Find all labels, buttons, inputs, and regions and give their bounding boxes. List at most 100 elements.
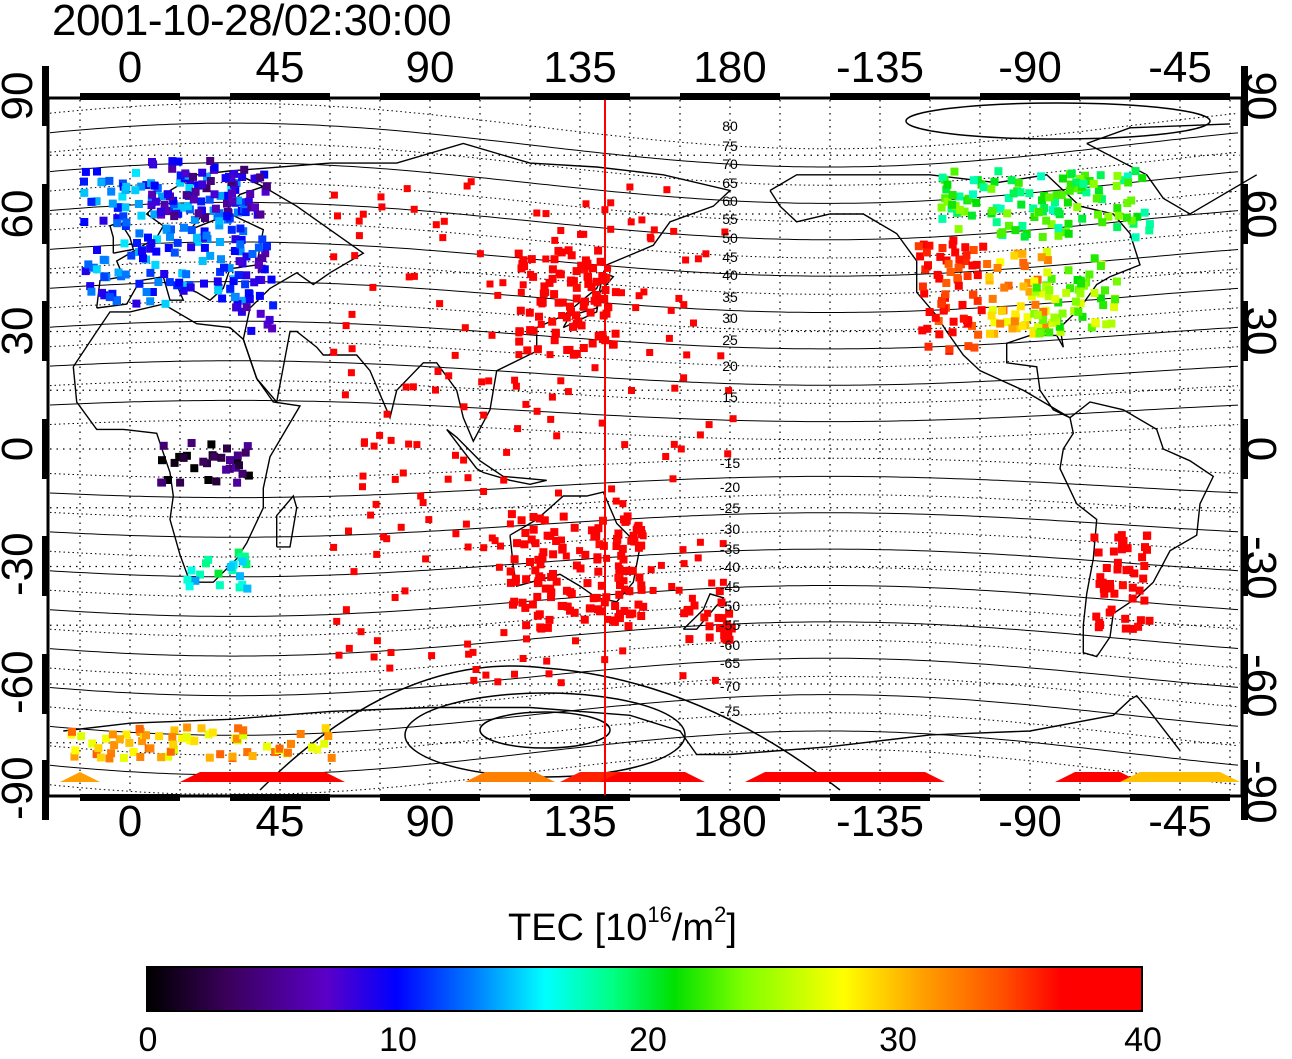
tec-cell: [187, 243, 196, 252]
tec-cell: [321, 724, 330, 733]
tec-cell: [604, 303, 613, 312]
tec-cell: [1140, 596, 1149, 605]
tec-cell: [1133, 212, 1142, 221]
mag-lat-contour: [49, 621, 1239, 657]
tec-cell: [167, 225, 175, 234]
contour-label: -30: [720, 521, 740, 537]
contour-label: 65: [722, 175, 738, 191]
tec-cell: [113, 203, 122, 212]
tec-cell: [671, 384, 679, 392]
tec-cell: [208, 728, 217, 737]
tec-cell: [961, 257, 970, 265]
tec-cell: [968, 321, 976, 330]
tec-cell: [129, 748, 138, 756]
tec-cell: [135, 229, 144, 238]
tec-cell: [1020, 232, 1029, 241]
tec-cell: [938, 244, 947, 252]
tec-cell: [985, 273, 994, 282]
tec-cell: [1037, 253, 1046, 262]
tec-cell: [223, 444, 231, 453]
tec-cell: [383, 410, 391, 418]
bottom-lon-tick-label: 45: [255, 797, 305, 846]
tec-cell: [226, 284, 235, 293]
tec-cell: [1078, 214, 1087, 223]
tec-cell: [480, 544, 488, 552]
mag-lat-contour: [49, 380, 1239, 404]
tec-cell: [933, 270, 942, 279]
tec-cell: [239, 731, 248, 740]
tec-cell: [235, 257, 244, 266]
tec-cell: [217, 255, 225, 264]
tec-cell: [189, 172, 197, 181]
tec-cell: [215, 581, 224, 590]
tec-cell: [1054, 207, 1063, 216]
tec-cell: [403, 185, 411, 193]
tec-cell: [239, 198, 247, 207]
tec-cell: [283, 748, 292, 757]
tec-cell: [373, 550, 381, 558]
tec-cell: [1138, 553, 1147, 562]
tec-cell: [238, 173, 247, 181]
tec-cell: [1054, 224, 1063, 233]
tec-cell: [1031, 287, 1040, 296]
tec-cell: [954, 225, 963, 234]
tec-cell: [1072, 178, 1081, 187]
tec-cell: [216, 267, 225, 276]
tec-cell: [200, 243, 209, 252]
tec-cell: [515, 329, 523, 337]
tec-cell: [1102, 320, 1111, 329]
tec-cell: [260, 170, 269, 179]
tec-cell: [147, 201, 156, 210]
tec-cell: [969, 176, 978, 185]
tec-cell: [614, 613, 622, 621]
tec-cell: [440, 217, 448, 225]
tec-cell: [640, 288, 648, 296]
tec-cell: [542, 255, 550, 263]
tec-cell: [986, 329, 994, 338]
tec-cell: [620, 607, 629, 615]
tec-cell: [138, 737, 147, 746]
tec-cell: [132, 168, 140, 177]
tec-cell: [107, 187, 116, 196]
tec-cell: [480, 411, 488, 419]
tec-cell: [494, 291, 502, 299]
tec-cell: [1096, 621, 1105, 629]
tec-cell: [535, 312, 543, 321]
tec-cell: [567, 276, 576, 285]
tec-cell: [619, 555, 628, 564]
tec-cell: [202, 559, 210, 568]
tec-cell: [153, 235, 161, 244]
tec-cell: [267, 275, 276, 284]
tec-cell: [719, 578, 727, 586]
tec-cell: [341, 391, 349, 399]
tec-cell: [1062, 288, 1071, 297]
tec-cell: [428, 652, 436, 660]
tec-cell: [113, 219, 122, 228]
tec-cell: [1011, 226, 1020, 235]
tec-cell: [1057, 191, 1066, 199]
tec-cell: [1040, 204, 1049, 212]
tec-cell: [231, 235, 240, 244]
tec-cell: [1107, 319, 1116, 328]
tec-cell: [216, 191, 225, 200]
tec-cell: [627, 536, 636, 545]
tec-cell: [187, 226, 196, 235]
tec-cell: [351, 252, 359, 260]
tec-cell: [514, 425, 522, 433]
tec-cell: [526, 558, 534, 566]
magnetic-latitude-contours: [49, 102, 1239, 795]
tec-cell: [951, 248, 960, 257]
tec-cell: [102, 734, 110, 743]
tec-cell: [215, 209, 224, 218]
tec-cell: [1066, 180, 1075, 189]
tec-cell: [254, 260, 263, 269]
coastline: [446, 428, 547, 486]
tec-cell: [680, 301, 688, 309]
tec-cell: [609, 340, 618, 349]
tec-cell: [1008, 324, 1017, 333]
tec-cell: [148, 158, 156, 166]
axis-tick-bar: [1241, 184, 1248, 244]
tec-cell: [146, 297, 155, 306]
tec-cell: [572, 637, 579, 645]
tec-cell: [511, 670, 518, 678]
